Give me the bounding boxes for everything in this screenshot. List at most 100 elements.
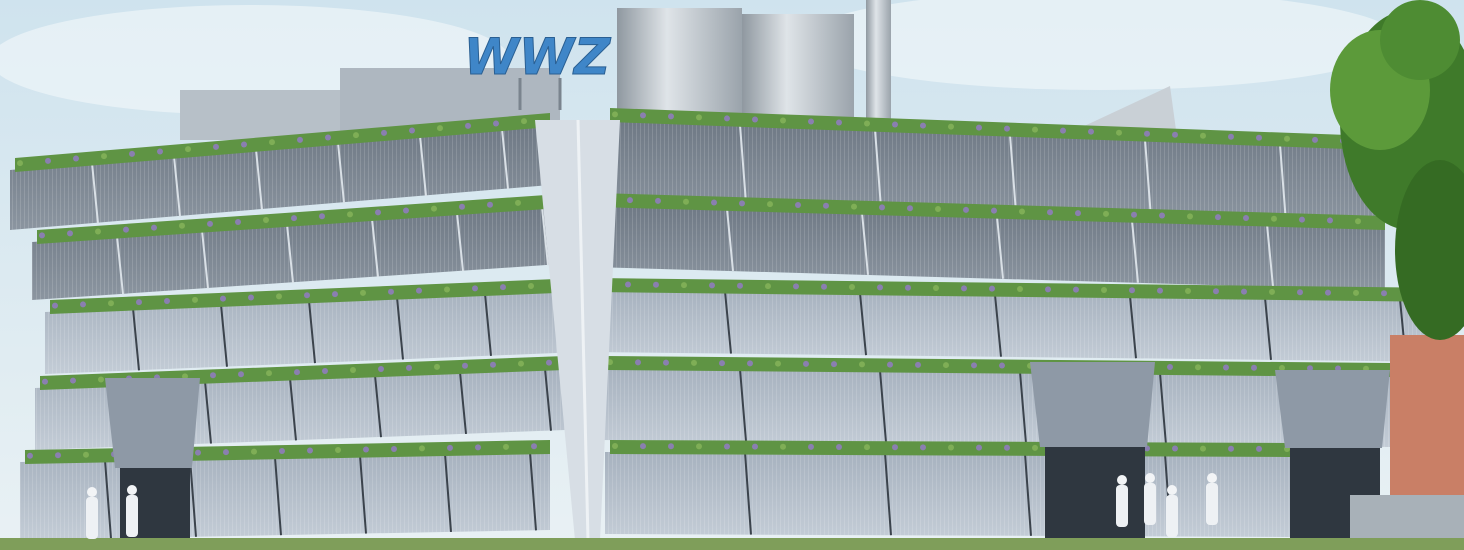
- flower: [653, 281, 659, 288]
- flower: [80, 301, 86, 308]
- person-body: [126, 495, 138, 537]
- flower: [472, 285, 478, 292]
- flower: [210, 372, 216, 379]
- flower: [821, 283, 827, 290]
- person-body: [86, 497, 98, 539]
- flower: [185, 146, 191, 153]
- flower: [39, 232, 45, 239]
- panel-seam: [544, 368, 552, 431]
- flower: [1312, 136, 1318, 143]
- entrance: [1045, 447, 1145, 540]
- chimney: [866, 0, 891, 120]
- flower: [1073, 286, 1079, 293]
- flower: [1195, 364, 1201, 371]
- flower: [437, 125, 443, 132]
- flower: [920, 444, 926, 451]
- canopy: [1030, 362, 1155, 447]
- flower: [213, 143, 219, 150]
- flower: [1047, 209, 1053, 216]
- person-head: [1145, 473, 1155, 483]
- flower: [291, 215, 297, 222]
- flower: [487, 201, 493, 208]
- flower: [752, 443, 758, 450]
- flower: [793, 283, 799, 290]
- flower: [465, 122, 471, 129]
- flower: [1103, 210, 1109, 217]
- panel-seam: [859, 293, 867, 356]
- flower: [737, 282, 743, 289]
- panel-seam: [104, 460, 112, 539]
- person-body: [1206, 483, 1218, 525]
- flower: [269, 139, 275, 146]
- flower: [73, 155, 79, 162]
- flower: [1241, 288, 1247, 295]
- flower: [1159, 212, 1165, 219]
- flower: [864, 444, 870, 451]
- green-strip: [610, 108, 1375, 150]
- flower: [1355, 218, 1361, 225]
- flower: [1353, 289, 1359, 296]
- flower: [808, 118, 814, 125]
- flower: [1172, 445, 1178, 452]
- flower: [363, 446, 369, 453]
- panel-ribs: [20, 452, 550, 540]
- flower: [360, 289, 366, 296]
- flower: [803, 360, 809, 367]
- panel-seam: [1129, 296, 1137, 359]
- flower: [503, 443, 509, 450]
- flower: [1185, 287, 1191, 294]
- person-head: [1117, 475, 1127, 485]
- panel-seam: [724, 291, 732, 354]
- flower: [849, 284, 855, 291]
- flower: [350, 367, 356, 373]
- flower: [1256, 134, 1262, 141]
- flower: [1187, 213, 1193, 220]
- flower: [1223, 364, 1229, 371]
- panel-seam: [1159, 372, 1167, 446]
- flower: [879, 204, 885, 211]
- tree: [1330, 0, 1464, 340]
- flower: [179, 222, 185, 229]
- flower: [1004, 125, 1010, 132]
- flower: [263, 217, 269, 224]
- flower: [780, 117, 786, 124]
- flower: [1101, 286, 1107, 293]
- person-head: [1167, 485, 1177, 495]
- flower: [294, 369, 300, 376]
- panel-ribs: [32, 205, 575, 300]
- flower: [1200, 445, 1206, 452]
- flower: [192, 296, 198, 303]
- flower: [238, 371, 244, 378]
- flower: [1279, 365, 1285, 372]
- flower: [1017, 286, 1023, 292]
- person-head: [127, 485, 137, 495]
- flower: [391, 445, 397, 452]
- panel-seam: [1266, 224, 1274, 287]
- panel-seam: [204, 381, 212, 444]
- panel-seam: [1131, 220, 1139, 283]
- flower: [1297, 289, 1303, 296]
- panel-seam: [739, 124, 747, 203]
- roof-block: [180, 90, 340, 140]
- flower: [304, 292, 310, 299]
- flower: [276, 293, 282, 300]
- flower: [136, 299, 142, 306]
- flower: [696, 443, 702, 450]
- flower: [1299, 216, 1305, 223]
- flower: [419, 445, 425, 452]
- flower: [52, 302, 58, 309]
- flower: [1256, 445, 1262, 452]
- flower: [518, 360, 524, 367]
- flower: [859, 361, 865, 368]
- canopy: [105, 378, 200, 468]
- flower: [353, 132, 359, 139]
- flower: [864, 120, 870, 127]
- flower: [948, 444, 954, 451]
- spine-edge: [576, 119, 590, 541]
- roof-wedge: [1080, 86, 1176, 130]
- flower: [1215, 214, 1221, 221]
- flower: [1284, 135, 1290, 142]
- flower: [655, 197, 661, 204]
- flower: [767, 201, 773, 208]
